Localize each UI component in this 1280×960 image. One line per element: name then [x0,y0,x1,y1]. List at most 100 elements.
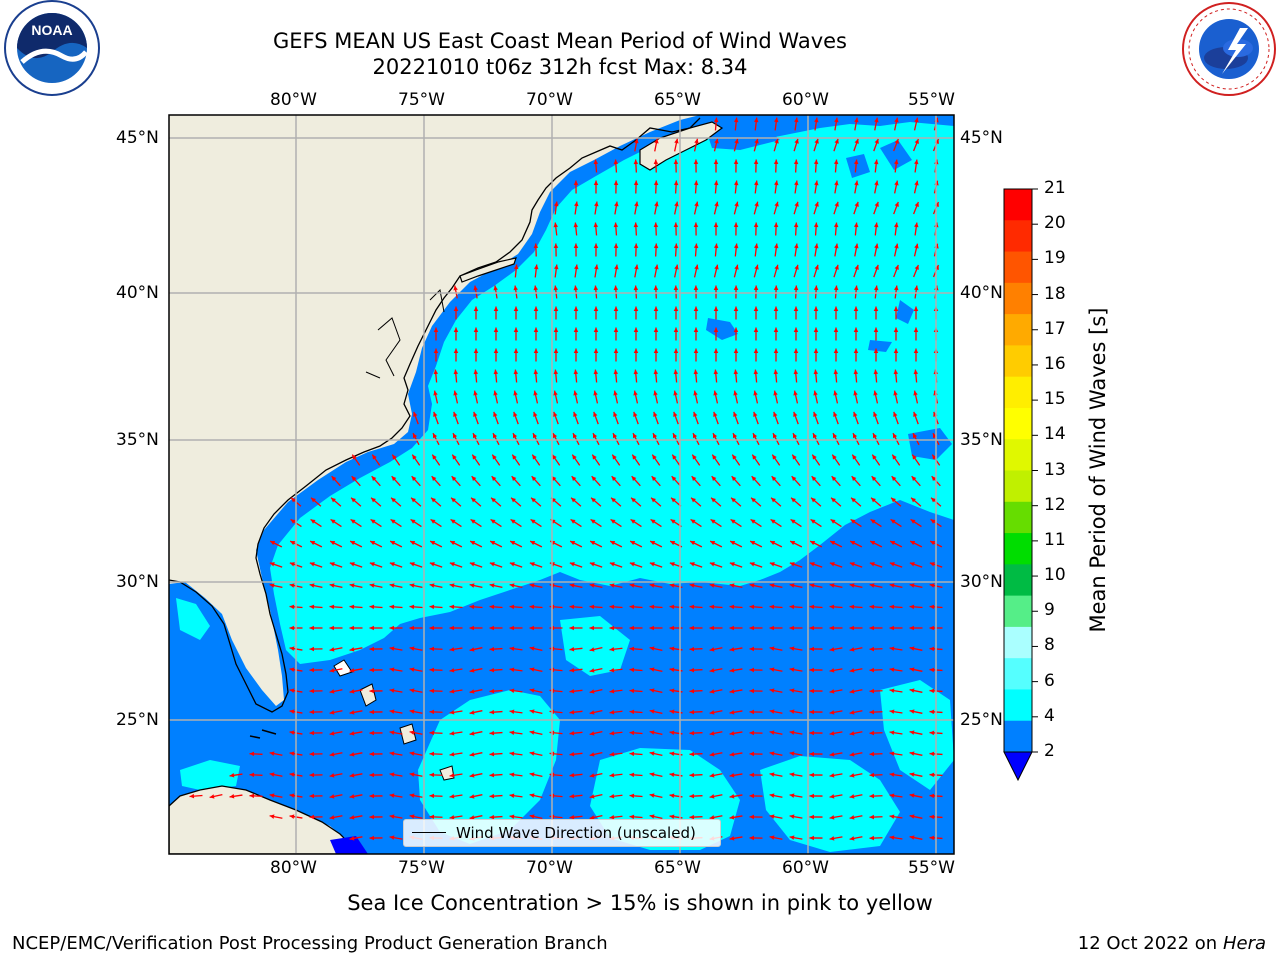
wind-wave-vector-head [493,433,498,439]
wind-wave-vector-head [449,562,455,567]
wind-wave-vector-head [934,138,939,144]
wind-wave-vector-head [229,773,235,778]
wind-wave-vector-head [813,222,819,228]
wind-wave-vector-head [611,497,616,503]
wind-wave-vector-head [713,285,719,290]
wind-wave-vector-head [709,731,715,736]
wind-wave-vector-head [833,327,839,332]
wind-wave-vector-head [749,562,755,567]
wind-wave-vector-head [309,772,314,778]
wind-wave-vector-head [871,497,876,503]
wind-wave-vector-head [529,625,534,631]
wind-wave-vector-head [633,285,639,291]
wind-wave-vector-head [533,433,538,439]
us-coastline [169,117,701,713]
wind-wave-vector-head [869,562,875,567]
wind-wave-vector-head [529,793,535,798]
wind-wave-vector-head [653,433,658,439]
wind-wave-vector-head [793,327,799,332]
lon-label-bottom: 80°W [270,858,317,878]
wind-wave-vector-head [349,794,355,799]
wind-wave-vector-head [410,519,416,524]
wind-wave-vector-head [909,625,914,631]
wind-wave-vector-head [894,201,899,207]
wind-wave-vector-head [469,773,475,778]
wind-wave-vector-head [631,497,636,503]
wind-wave-vector-head [609,709,615,715]
wind-wave-vector-head [833,285,839,291]
wind-wave-vector-head [673,327,679,332]
wind-wave-vector-head [529,562,535,567]
colorbar-tick-label: 13 [1044,459,1066,480]
wind-wave-vector-head [653,348,659,353]
ocean-blue-patch [896,300,914,324]
wind-wave-vector-head [709,815,715,820]
wind-wave-vector-head [733,390,738,396]
wind-wave-vector-head [453,327,459,332]
colorbar-tick-label: 6 [1044,670,1055,691]
wind-wave-vector-head [593,222,599,228]
wind-wave-vector-head [774,264,779,270]
wind-wave-vector-head [633,348,639,353]
wind-wave-vector-head [209,794,215,799]
wind-wave-vector-head [691,497,696,503]
wind-wave-vector-head [574,264,579,270]
lon-label-top: 65°W [654,90,701,110]
wind-wave-vector-head [849,583,855,588]
wind-wave-vector-head [594,264,599,270]
wind-wave-vector-head [869,709,875,715]
wind-wave-vector-head [829,773,835,778]
wind-wave-vector-head [634,264,639,270]
wind-wave-vector-head [633,390,638,396]
wind-wave-vector-head [529,583,535,588]
wind-wave-vector-head [289,793,295,798]
wind-wave-vector-head [893,390,898,396]
wind-wave-vector-head [392,454,397,460]
wind-wave-vector-head [831,497,836,503]
wind-wave-vector-head [894,117,899,123]
wind-wave-vector-head [654,201,659,207]
wind-wave-vector-head [693,327,699,332]
wind-wave-vector-head [690,519,696,524]
wind-wave-vector-head [929,835,935,841]
wind-wave-vector-head [513,348,519,353]
wind-wave-vector-head [689,625,694,631]
wind-wave-vector-head [713,433,718,439]
wind-wave-vector-head [733,243,739,249]
wind-wave-vector-head [489,562,495,567]
wind-wave-vector-head [714,201,719,207]
wind-wave-vector-head [289,688,295,693]
wind-wave-vector-head [529,646,535,651]
wind-wave-vector-head [409,583,415,588]
wind-wave-vector-head [509,751,515,756]
wind-wave-vector-head [469,562,475,567]
wind-wave-vector-head [369,772,374,778]
wind-wave-vector-head [869,688,875,694]
wind-wave-vector-head [633,306,639,311]
wind-wave-vector-head [769,646,775,651]
wind-wave-vector-head [833,369,839,375]
wind-wave-vector-head [829,710,835,715]
wind-wave-vector-head [673,285,679,291]
wind-wave-vector-head [569,604,575,610]
wind-wave-vector-head [493,348,499,353]
wind-wave-vector-head [709,773,715,778]
wind-wave-vector-head [570,519,576,524]
wind-wave-vector-head [853,369,859,375]
wind-wave-vector-head [749,772,755,778]
wind-wave-vector-head [793,433,798,439]
wind-wave-vector-head [929,709,935,715]
wind-wave-vector-head [469,815,475,820]
wind-wave-vector-head [533,348,539,353]
colorbar-segment [1004,345,1032,378]
wind-wave-vector-head [912,454,917,460]
wind-wave-vector-head [269,751,275,756]
wind-wave-vector-head [529,772,535,777]
colorbar-tick-label: 19 [1044,248,1066,269]
wind-wave-vector-head [753,348,759,353]
footer-branch: NCEP/EMC/Verification Post Processing Pr… [12,933,608,954]
wind-wave-vector-head [773,285,779,291]
wind-wave-vector-head [490,541,496,546]
wind-wave-vector-head [651,497,656,503]
wind-wave-vector-head [473,411,478,417]
